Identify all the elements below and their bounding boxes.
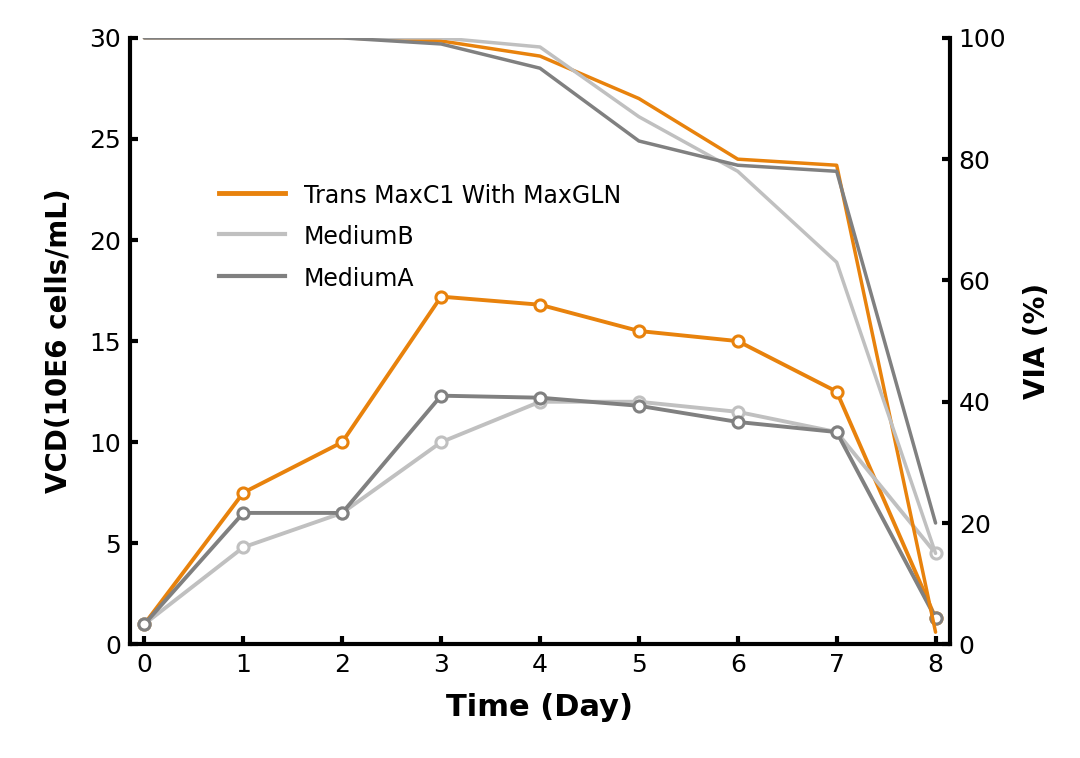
MediumB bbox=[138, 619, 151, 628]
MediumB bbox=[237, 543, 249, 552]
Trans MaxC1 With MaxGLN bbox=[731, 337, 744, 346]
Trans MaxC1 With MaxGLN bbox=[138, 619, 151, 628]
MediumA bbox=[434, 391, 447, 400]
MediumA bbox=[534, 393, 546, 402]
Trans MaxC1 With MaxGLN bbox=[633, 327, 646, 336]
Y-axis label: VIA (%): VIA (%) bbox=[1023, 283, 1051, 399]
Legend: Trans MaxC1 With MaxGLN, MediumB, MediumA: Trans MaxC1 With MaxGLN, MediumB, Medium… bbox=[207, 171, 633, 303]
MediumA bbox=[929, 613, 942, 622]
MediumA bbox=[731, 418, 744, 427]
Trans MaxC1 With MaxGLN bbox=[434, 292, 447, 301]
MediumA bbox=[138, 619, 151, 628]
X-axis label: Time (Day): Time (Day) bbox=[446, 694, 634, 722]
Trans MaxC1 With MaxGLN bbox=[831, 387, 843, 396]
MediumA bbox=[237, 509, 249, 518]
MediumB bbox=[831, 428, 843, 437]
Trans MaxC1 With MaxGLN bbox=[336, 437, 349, 446]
MediumB bbox=[434, 437, 447, 446]
Trans MaxC1 With MaxGLN bbox=[237, 488, 249, 497]
Y-axis label: VCD(10E6 cells/mL): VCD(10E6 cells/mL) bbox=[44, 189, 72, 493]
MediumA bbox=[336, 509, 349, 518]
MediumA bbox=[831, 428, 843, 437]
MediumB bbox=[633, 397, 646, 406]
MediumA bbox=[633, 401, 646, 410]
Trans MaxC1 With MaxGLN bbox=[929, 613, 942, 622]
MediumB bbox=[731, 407, 744, 416]
Line: Trans MaxC1 With MaxGLN: Trans MaxC1 With MaxGLN bbox=[139, 291, 941, 630]
Line: MediumB: MediumB bbox=[139, 396, 941, 630]
MediumB bbox=[929, 549, 942, 558]
Trans MaxC1 With MaxGLN bbox=[534, 300, 546, 309]
Line: MediumA: MediumA bbox=[139, 390, 941, 630]
MediumB bbox=[336, 509, 349, 518]
MediumB bbox=[534, 397, 546, 406]
